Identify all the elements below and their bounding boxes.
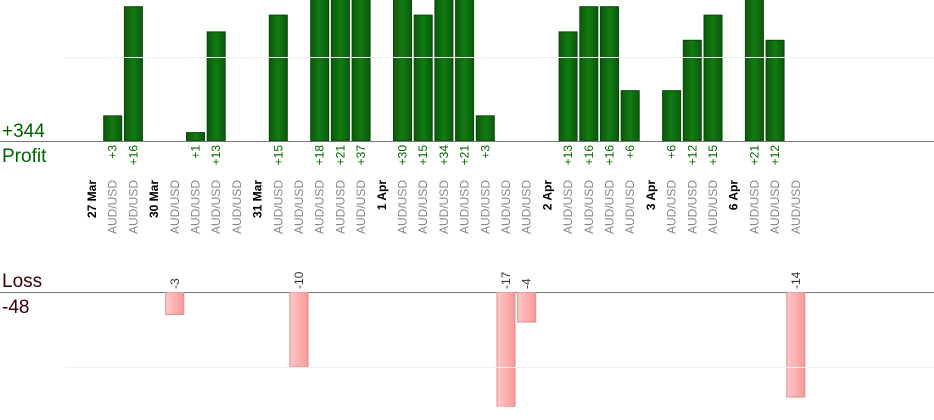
bar <box>600 6 619 141</box>
value-label: +15 <box>706 145 720 166</box>
date-label: 30 Mar <box>147 180 161 218</box>
category-label: AUD/USD <box>685 180 699 234</box>
category-label: AUD/USD <box>789 180 803 234</box>
bar <box>579 6 599 141</box>
category-label: AUD/USD <box>168 180 182 234</box>
category-label: AUD/USD <box>126 180 140 234</box>
bar <box>496 292 516 407</box>
bar <box>330 0 350 141</box>
bar <box>682 39 702 141</box>
category-label: AUD/USD <box>499 180 513 234</box>
category-label: AUD/USD <box>623 180 637 234</box>
loss-bars <box>165 292 806 407</box>
bar <box>703 14 723 141</box>
category-label: AUD/USD <box>582 180 596 234</box>
category-label: AUD/USD <box>313 180 327 234</box>
value-label: +15 <box>271 145 285 166</box>
value-label: +15 <box>416 145 430 166</box>
bar <box>744 0 764 141</box>
value-label: -3 <box>168 278 182 289</box>
value-label: -17 <box>499 271 513 289</box>
value-label: +13 <box>561 145 575 166</box>
category-label: AUD/USD <box>706 180 720 234</box>
value-label: +12 <box>768 145 782 166</box>
value-label: +30 <box>396 145 410 166</box>
bar <box>351 0 371 141</box>
value-label: +21 <box>747 145 761 166</box>
bar <box>186 132 205 141</box>
bar <box>517 292 537 323</box>
category-label: AUD/USD <box>396 180 410 234</box>
bar <box>662 90 682 141</box>
category-label: AUD/USD <box>437 180 451 234</box>
date-label: 2 Apr <box>540 180 554 211</box>
value-label: +18 <box>313 145 327 166</box>
category-label: AUD/USD <box>520 180 534 234</box>
category-label: AUD/USD <box>209 180 223 234</box>
value-label: +16 <box>603 145 617 166</box>
loss-label: Loss <box>2 271 42 292</box>
value-label: +16 <box>582 145 596 166</box>
date-label: 31 Mar <box>251 180 265 218</box>
value-label: +12 <box>685 145 699 166</box>
profit-label: Profit <box>2 146 47 167</box>
bar <box>413 14 433 141</box>
bar <box>123 6 143 141</box>
value-label: +37 <box>354 145 368 166</box>
category-label: AUD/USD <box>561 180 575 234</box>
loss-total: -48 <box>2 297 29 318</box>
date-label: 3 Apr <box>644 180 658 211</box>
value-label: +6 <box>665 145 679 159</box>
category-label: AUD/USD <box>768 180 782 234</box>
category-label: AUD/USD <box>106 180 120 234</box>
profit-total: +344 <box>2 121 45 142</box>
bar <box>765 39 785 141</box>
category-label: AUD/USD <box>665 180 679 234</box>
value-label: +34 <box>437 145 451 166</box>
bar <box>786 292 806 398</box>
category-label: AUD/USD <box>333 180 347 234</box>
bar <box>165 292 185 316</box>
value-label: +1 <box>189 145 203 159</box>
bar <box>289 292 309 368</box>
value-label: +3 <box>478 145 492 159</box>
value-label: -10 <box>292 271 306 289</box>
value-label: +13 <box>209 145 223 166</box>
value-label: +21 <box>458 145 472 166</box>
category-label: AUD/USD <box>230 180 244 234</box>
value-label: -4 <box>520 278 534 289</box>
category-label: AUD/USD <box>271 180 285 234</box>
value-label: +6 <box>623 145 637 159</box>
category-label: AUD/USD <box>189 180 203 234</box>
value-label: +21 <box>333 145 347 166</box>
bar <box>620 90 640 141</box>
bar <box>455 0 475 141</box>
category-label: AUD/USD <box>292 180 306 234</box>
value-label: -14 <box>789 271 803 289</box>
category-label: AUD/USD <box>354 180 368 234</box>
bar <box>268 14 288 141</box>
category-label: AUD/USD <box>603 180 617 234</box>
category-label: AUD/USD <box>478 180 492 234</box>
date-label: 1 Apr <box>375 180 389 211</box>
bar <box>558 31 578 141</box>
category-label: AUD/USD <box>747 180 761 234</box>
bar <box>103 115 123 141</box>
bar <box>475 115 495 141</box>
value-label: +16 <box>126 145 140 166</box>
date-label: 6 Apr <box>727 180 741 211</box>
bar <box>310 0 330 141</box>
profit-bars <box>103 0 785 141</box>
date-label: 27 Mar <box>85 180 99 218</box>
bar <box>393 0 412 141</box>
bar <box>434 0 454 141</box>
bar <box>206 31 226 141</box>
category-label: AUD/USD <box>458 180 472 234</box>
value-label: +3 <box>106 145 120 159</box>
category-label: AUD/USD <box>416 180 430 234</box>
